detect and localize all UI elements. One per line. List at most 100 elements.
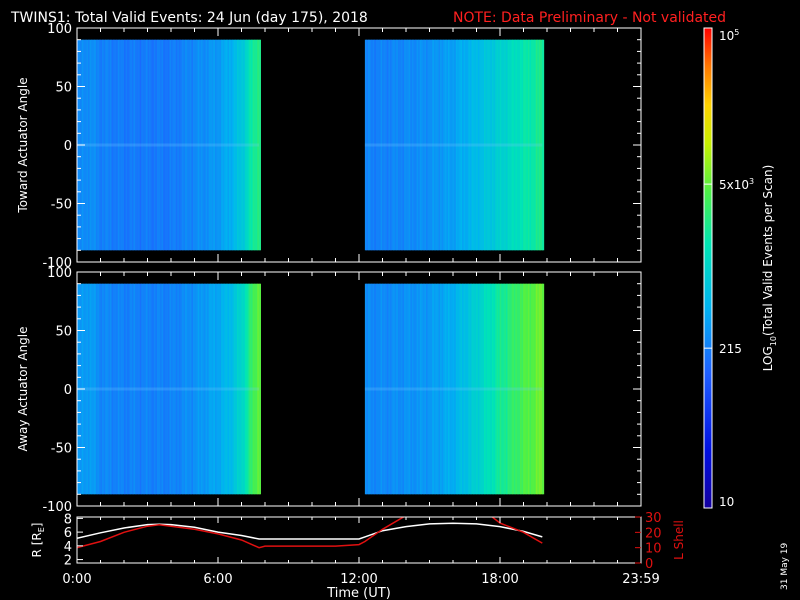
heatmap-column: [232, 283, 235, 495]
heatmap-column: [462, 39, 465, 251]
heatmap-column: [208, 283, 211, 495]
heatmap-column: [203, 39, 207, 251]
heatmap-column: [130, 283, 133, 495]
heatmap-column: [388, 39, 391, 251]
heatmap-column: [540, 39, 543, 251]
heatmap-column: [247, 283, 251, 495]
heatmap-column: [436, 283, 440, 495]
heatmap-column: [418, 283, 421, 495]
heatmap-column: [524, 283, 527, 495]
heatmap-column: [102, 39, 105, 251]
heatmap-column: [444, 39, 447, 251]
heatmap-column: [97, 283, 100, 495]
heatmap-column: [534, 283, 537, 495]
heatmap-column: [250, 283, 254, 495]
heatmap-column: [139, 283, 142, 495]
heatmap-column: [411, 283, 415, 495]
heatmap-column: [135, 283, 138, 495]
heatmap-column: [186, 283, 189, 495]
heatmap-column: [510, 283, 513, 495]
heatmap-column: [145, 39, 149, 251]
heatmap-column: [125, 283, 128, 495]
heatmap-column: [419, 283, 422, 495]
heatmap-column: [542, 39, 545, 251]
y-tick-label: -100: [42, 256, 72, 271]
heatmap-column: [394, 39, 397, 251]
heatmap-column: [413, 39, 416, 251]
heatmap-column: [494, 283, 498, 495]
heatmap-column: [94, 283, 97, 495]
heatmap-column: [213, 39, 216, 251]
colorbar-gradient: [703, 27, 713, 509]
heatmap-column: [469, 283, 473, 495]
heatmap-column: [426, 39, 429, 251]
heatmap-column: [463, 283, 466, 495]
heatmap-column: [422, 39, 426, 251]
heatmap-column: [255, 39, 258, 251]
heatmap-column: [504, 39, 507, 251]
left-tick-label: 2: [64, 554, 72, 569]
heatmap-column: [120, 39, 124, 251]
heatmap-column: [185, 283, 188, 495]
heatmap-column: [452, 283, 455, 495]
heatmap-column: [150, 283, 153, 495]
heatmap-column: [243, 283, 246, 495]
heatmap-column: [440, 39, 443, 251]
heatmap-column: [191, 39, 194, 251]
heatmap-column: [446, 39, 449, 251]
heatmap-column: [449, 39, 452, 251]
heatmap-column: [202, 283, 205, 495]
heatmap-column: [116, 283, 119, 495]
heatmap-column: [244, 39, 247, 251]
heatmap-column: [87, 283, 91, 495]
heatmap-column: [534, 39, 537, 251]
heatmap-column: [407, 39, 410, 251]
heatmap-column: [430, 39, 433, 251]
heatmap-column: [455, 39, 458, 251]
heatmap-column: [249, 39, 252, 251]
heatmap-column: [218, 283, 221, 495]
heatmap-column: [145, 283, 149, 495]
heatmap-column: [496, 39, 499, 251]
heatmap-column: [512, 39, 515, 251]
heatmap-column: [529, 283, 532, 495]
heatmap-column: [415, 39, 418, 251]
heatmap-column: [196, 39, 199, 251]
heatmap-column: [117, 283, 120, 495]
heatmap-column: [207, 39, 210, 251]
heatmap-column: [393, 39, 396, 251]
heatmap-column: [432, 39, 435, 251]
heatmap-column: [527, 283, 531, 495]
heatmap-column: [238, 283, 241, 495]
heatmap-column: [131, 283, 135, 495]
heatmap-column: [249, 283, 252, 495]
heatmap-column: [227, 283, 230, 495]
heatmap-column: [98, 283, 102, 495]
heatmap-column: [378, 283, 382, 495]
heatmap-column: [152, 39, 155, 251]
heatmap-column: [240, 39, 243, 251]
heatmap-column: [366, 39, 369, 251]
heatmap-column: [141, 39, 144, 251]
heatmap-column: [142, 283, 145, 495]
heatmap-column: [221, 39, 224, 251]
heatmap-column: [152, 283, 155, 495]
heatmap-column: [400, 283, 404, 495]
y-tick-label: 50: [55, 325, 72, 340]
heatmap-column: [161, 39, 164, 251]
heatmap-column: [199, 39, 202, 251]
x-tick-label: 6:00: [203, 572, 232, 587]
heatmap-column: [254, 39, 257, 251]
heatmap-column: [172, 39, 175, 251]
heatmap-column: [435, 39, 438, 251]
heatmap-column: [210, 283, 213, 495]
heatmap-column: [102, 283, 105, 495]
heatmap-column: [529, 39, 532, 251]
heatmap-column: [466, 283, 469, 495]
heatmap-column: [208, 39, 211, 251]
heatmap-column: [462, 283, 465, 495]
heatmap-column: [213, 283, 216, 495]
heatmap-column: [451, 39, 454, 251]
heatmap-column: [178, 283, 182, 495]
heatmap-column: [415, 283, 418, 495]
